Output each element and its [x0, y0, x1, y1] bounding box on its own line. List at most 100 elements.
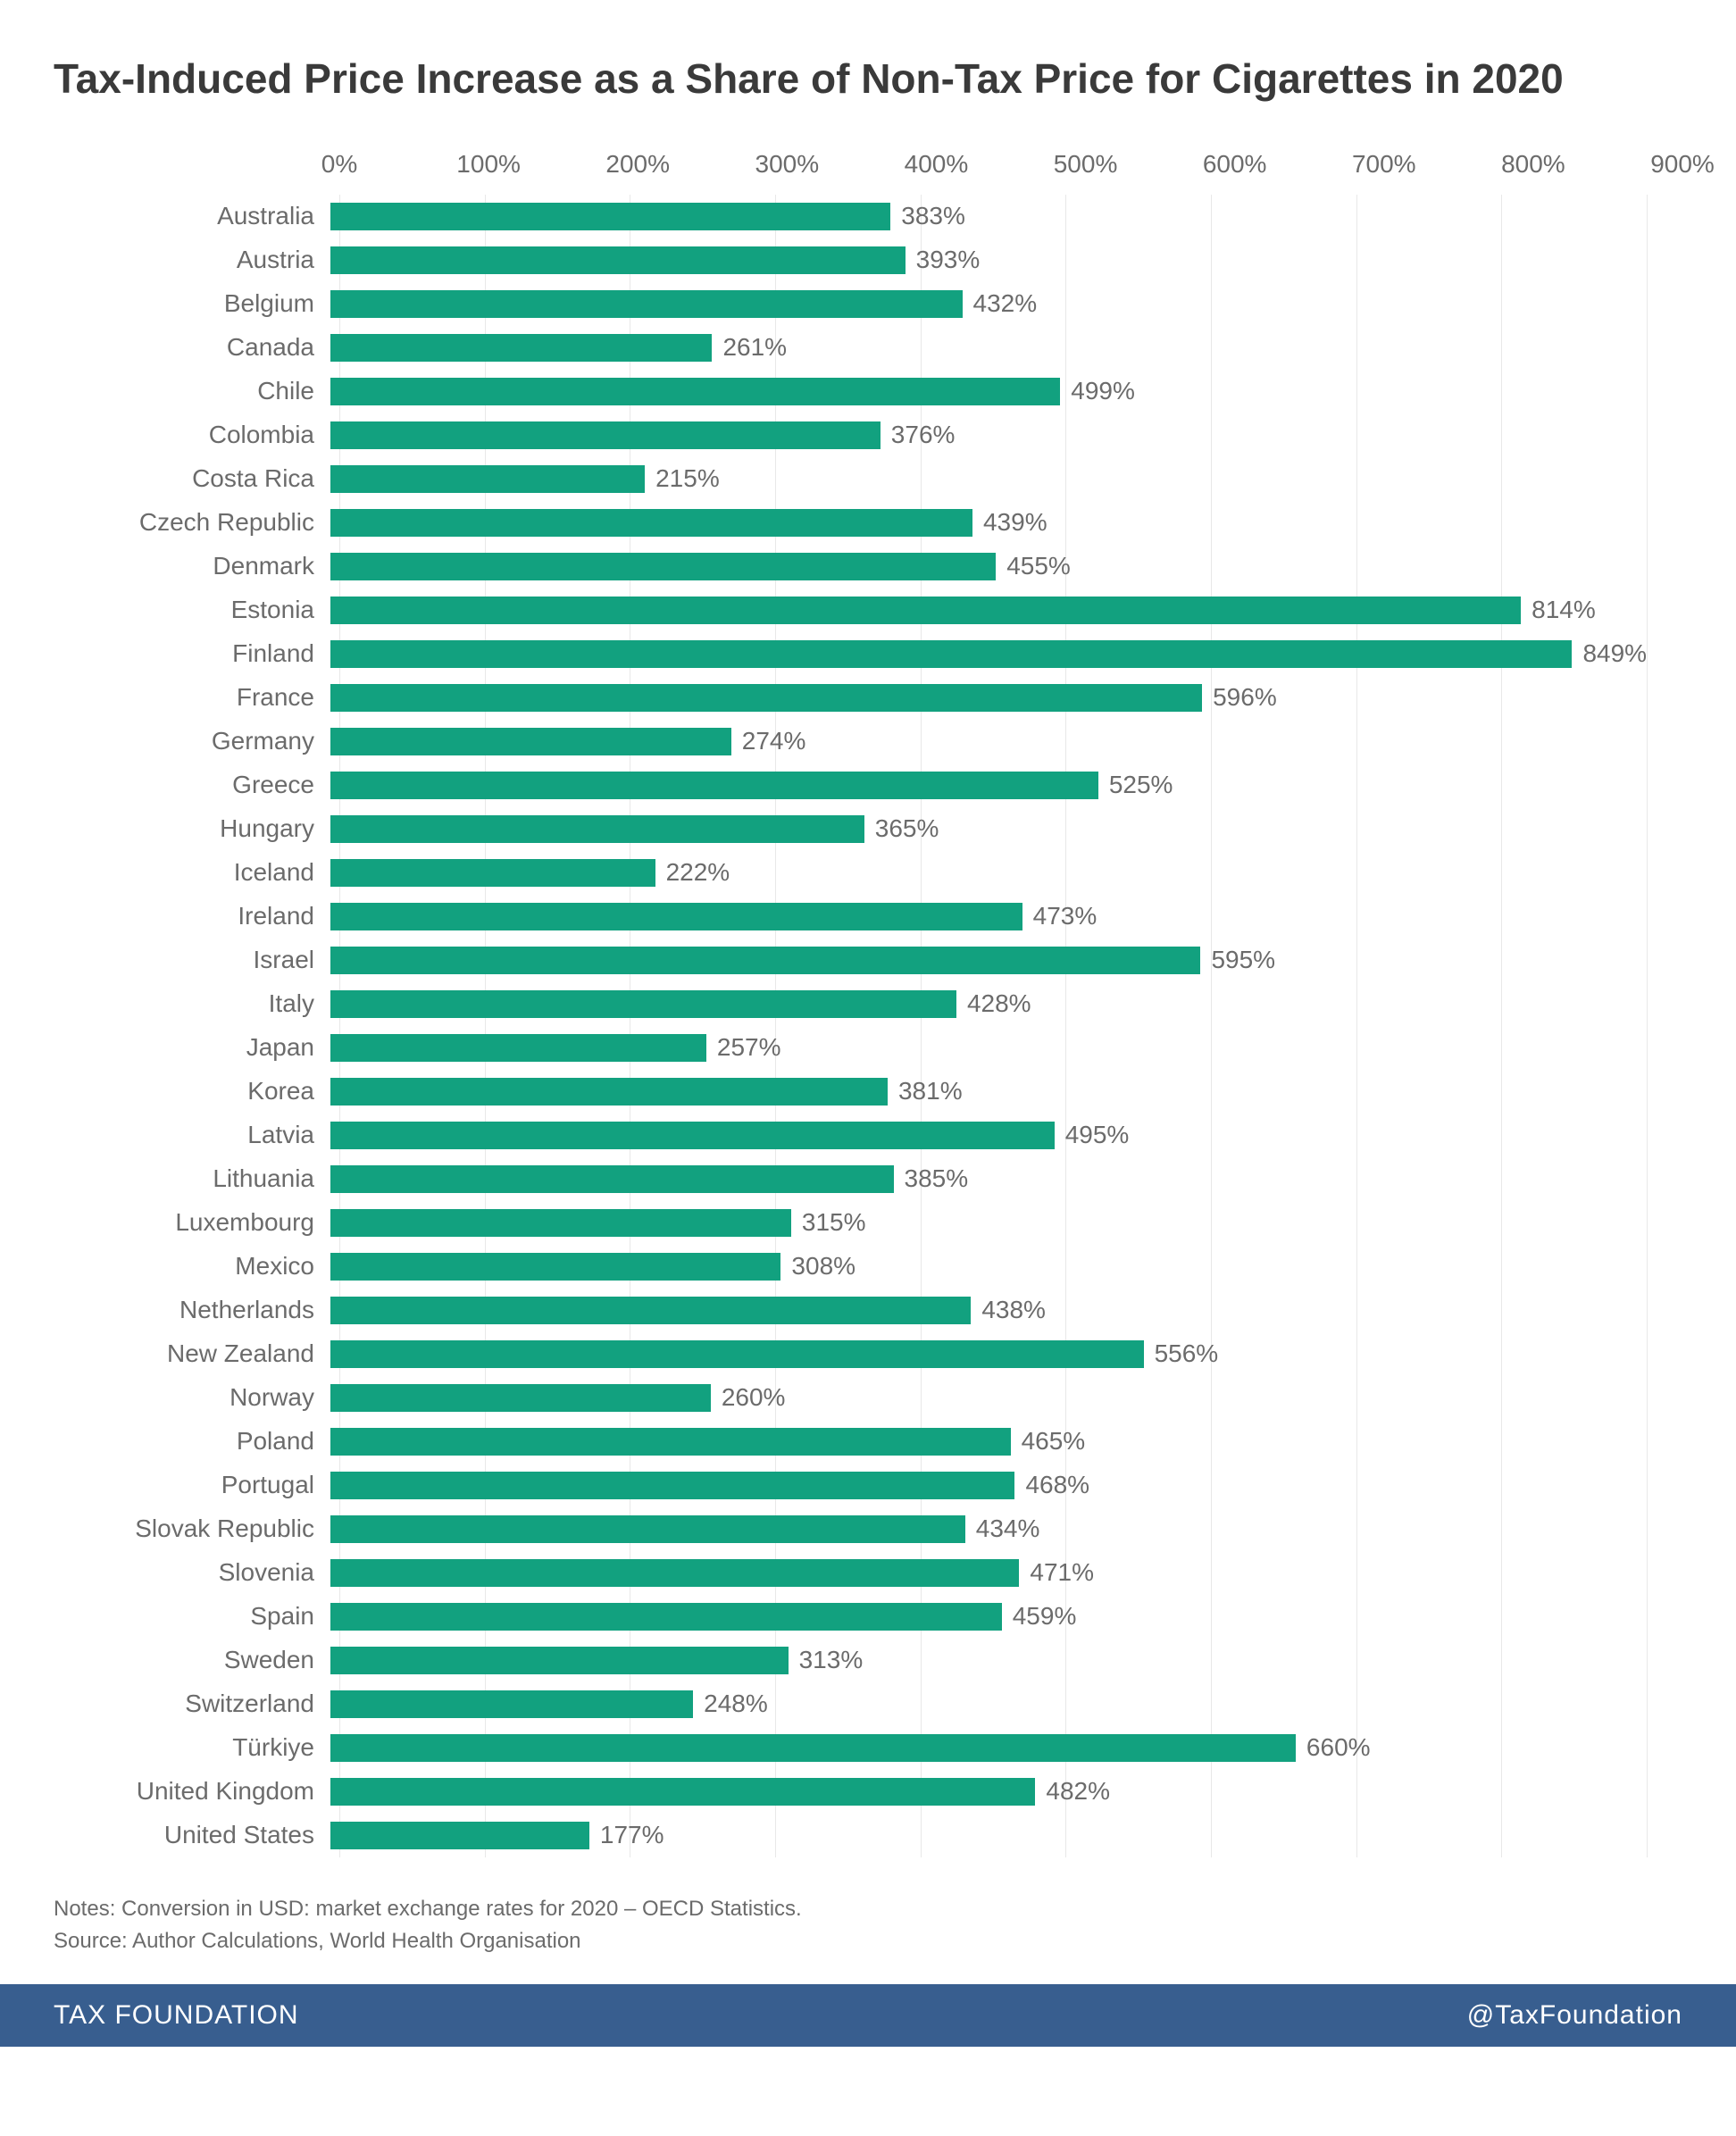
bar-track: 383%: [330, 195, 1647, 238]
bar-row: Israel595%: [54, 939, 1682, 982]
notes-line-1: Notes: Conversion in USD: market exchang…: [54, 1893, 1682, 1925]
bar-row: Netherlands438%: [54, 1289, 1682, 1332]
bar-label: Spain: [54, 1602, 330, 1631]
bar-value: 660%: [1306, 1733, 1371, 1762]
bar-track: 660%: [330, 1726, 1647, 1770]
bar-value: 393%: [916, 246, 981, 274]
bar: [330, 1209, 791, 1237]
bar-label: Sweden: [54, 1646, 330, 1674]
bar-label: Slovenia: [54, 1558, 330, 1587]
bar-value: 261%: [722, 333, 787, 362]
bar-track: 595%: [330, 939, 1647, 982]
x-axis-tick: 400%: [905, 150, 969, 179]
bar-track: 260%: [330, 1376, 1647, 1420]
bar-track: 381%: [330, 1070, 1647, 1114]
bar-track: 385%: [330, 1157, 1647, 1201]
footer-org: TAX FOUNDATION: [54, 2000, 299, 2031]
bar-value: 482%: [1046, 1777, 1110, 1806]
bar-value: 365%: [875, 814, 939, 843]
bar-label: Finland: [54, 639, 330, 668]
bar-row: Türkiye660%: [54, 1726, 1682, 1770]
bar-value: 459%: [1013, 1602, 1077, 1631]
bar-track: 257%: [330, 1026, 1647, 1070]
bar: [330, 1165, 894, 1193]
x-axis-tick: 100%: [456, 150, 521, 179]
bar-value: 434%: [976, 1514, 1040, 1543]
bar: [330, 1428, 1011, 1456]
bar: [330, 684, 1202, 712]
bar-value: 385%: [905, 1164, 969, 1193]
bar: [330, 203, 890, 230]
bar-track: 215%: [330, 457, 1647, 501]
bar-row: Portugal468%: [54, 1464, 1682, 1507]
bar-row: Denmark455%: [54, 545, 1682, 588]
bar-label: Slovak Republic: [54, 1514, 330, 1543]
bar: [330, 815, 864, 843]
bar-row: Ireland 473%: [54, 895, 1682, 939]
bar-value: 376%: [891, 421, 956, 449]
bar-track: 473%: [330, 895, 1647, 939]
bar-row: Australia383%: [54, 195, 1682, 238]
notes-line-2: Source: Author Calculations, World Healt…: [54, 1925, 1682, 1957]
bar-track: 438%: [330, 1289, 1647, 1332]
footer: TAX FOUNDATION @TaxFoundation: [0, 1984, 1736, 2047]
x-axis-tick: 300%: [755, 150, 820, 179]
bar-value: 595%: [1211, 946, 1275, 974]
bar-track: 248%: [330, 1682, 1647, 1726]
bar-value: 495%: [1065, 1121, 1130, 1149]
bar-track: 468%: [330, 1464, 1647, 1507]
bar-value: 274%: [742, 727, 806, 755]
bar: [330, 465, 645, 493]
bar-value: 428%: [967, 989, 1031, 1018]
bar-value: 383%: [901, 202, 965, 230]
bar: [330, 947, 1200, 974]
bar-row: France596%: [54, 676, 1682, 720]
bar-value: 455%: [1006, 552, 1071, 580]
bar-track: 177%: [330, 1814, 1647, 1857]
bar-label: Italy: [54, 989, 330, 1018]
bar-track: 222%: [330, 851, 1647, 895]
bar: [330, 1603, 1002, 1631]
bar: [330, 1253, 780, 1281]
bar-value: 177%: [600, 1821, 664, 1849]
bar-track: 471%: [330, 1551, 1647, 1595]
bar-value: 315%: [802, 1208, 866, 1237]
bar-track: 482%: [330, 1770, 1647, 1814]
bar-track: 376%: [330, 413, 1647, 457]
bar-track: 556%: [330, 1332, 1647, 1376]
bar: [330, 1340, 1144, 1368]
bar-row: Latvia495%: [54, 1114, 1682, 1157]
bar-label: Chile: [54, 377, 330, 405]
bar-row: Colombia376%: [54, 413, 1682, 457]
bar-value: 257%: [717, 1033, 781, 1062]
bar-label: Korea: [54, 1077, 330, 1106]
bar-value: 439%: [983, 508, 1047, 537]
bar-label: Austria: [54, 246, 330, 274]
bar-value: 473%: [1033, 902, 1098, 930]
bar: [330, 1515, 965, 1543]
x-axis-tick: 200%: [605, 150, 670, 179]
bar-row: Estonia814%: [54, 588, 1682, 632]
bar-label: Poland: [54, 1427, 330, 1456]
bar-track: 432%: [330, 282, 1647, 326]
x-axis-tick: 600%: [1203, 150, 1267, 179]
bar-track: 393%: [330, 238, 1647, 282]
bar: [330, 246, 906, 274]
bar-label: Norway: [54, 1383, 330, 1412]
bar-value: 308%: [791, 1252, 855, 1281]
bar-label: Ireland: [54, 902, 330, 930]
x-axis-tick: 900%: [1650, 150, 1715, 179]
bar-row: Slovenia471%: [54, 1551, 1682, 1595]
bar-track: 428%: [330, 982, 1647, 1026]
x-axis-tick: 0%: [321, 150, 357, 179]
bar: [330, 553, 996, 580]
bar-value: 556%: [1155, 1339, 1219, 1368]
bar: [330, 334, 712, 362]
bar-value: 499%: [1071, 377, 1135, 405]
bar-row: Mexico308%: [54, 1245, 1682, 1289]
bar-row: Hungary 365%: [54, 807, 1682, 851]
bar-label: Hungary: [54, 814, 330, 843]
bar-value: 596%: [1213, 683, 1277, 712]
bar: [330, 1384, 711, 1412]
bar-track: 313%: [330, 1639, 1647, 1682]
